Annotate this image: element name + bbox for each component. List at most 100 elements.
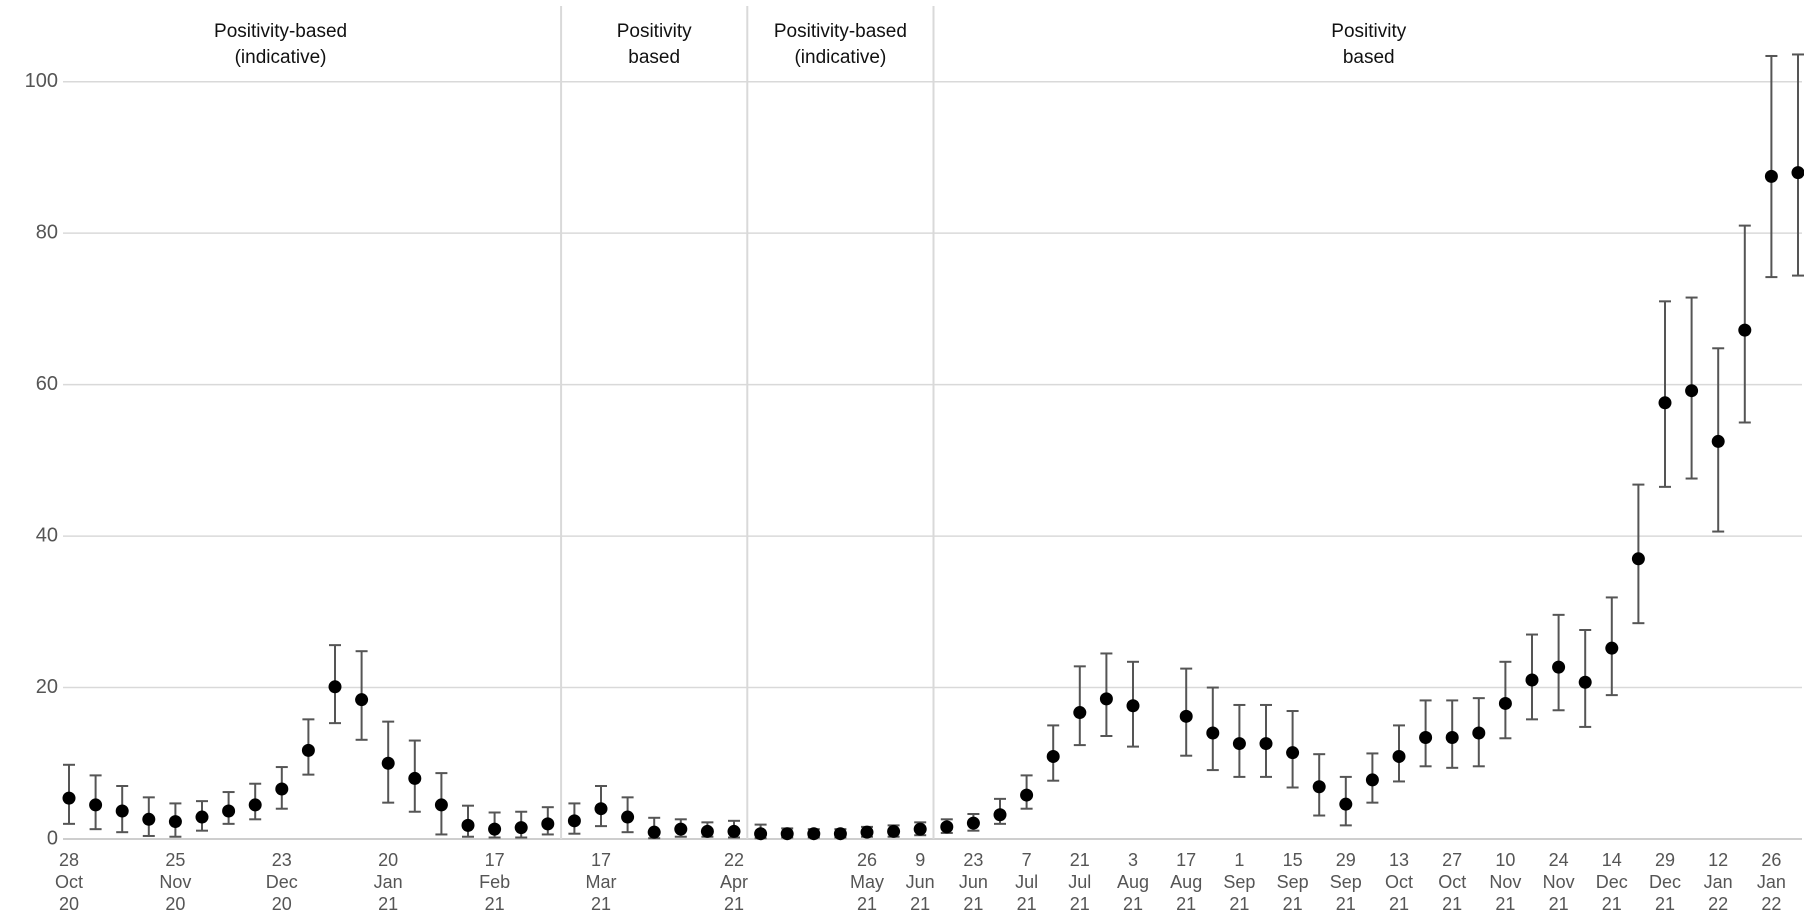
point: [301, 743, 315, 757]
x-tick-label: 14 Dec 21: [1596, 850, 1628, 914]
point: [142, 812, 156, 826]
region-label: Positivity based: [1331, 21, 1406, 68]
point: [1658, 396, 1672, 410]
x-tick-label: 7 Jul 21: [1015, 850, 1038, 914]
point: [1685, 384, 1699, 398]
point: [993, 808, 1007, 822]
point: [1711, 434, 1725, 448]
point: [1073, 706, 1087, 720]
point: [381, 756, 395, 770]
point: [860, 825, 874, 839]
point: [222, 804, 236, 818]
point: [434, 798, 448, 812]
point: [488, 822, 502, 836]
point: [1312, 780, 1326, 794]
x-tick-label: 28 Oct 20: [55, 850, 83, 914]
x-tick-label: 17 Feb 21: [479, 850, 510, 914]
point: [647, 825, 661, 839]
point: [1392, 749, 1406, 763]
point: [1046, 749, 1060, 763]
point: [275, 782, 289, 796]
point: [1286, 746, 1300, 760]
point: [1259, 737, 1273, 751]
point: [1179, 709, 1193, 723]
x-tick-label: 27 Oct 21: [1438, 850, 1466, 914]
point: [1605, 641, 1619, 655]
x-tick-label: 26 Jan 22: [1757, 850, 1786, 914]
x-tick-label: 21 Jul 21: [1068, 850, 1091, 914]
y-tick-label: 80: [36, 221, 58, 243]
point: [780, 827, 794, 841]
point: [594, 802, 608, 816]
point: [1419, 731, 1433, 745]
point: [514, 821, 528, 835]
point: [1764, 169, 1778, 183]
x-tick-label: 10 Nov 21: [1489, 850, 1521, 914]
point: [1738, 323, 1752, 337]
point: [355, 693, 369, 707]
point: [1552, 660, 1566, 674]
point: [115, 804, 129, 818]
point: [1631, 552, 1645, 566]
point: [1232, 737, 1246, 751]
point: [62, 791, 76, 805]
point: [541, 817, 555, 831]
point: [966, 816, 980, 830]
point: [807, 827, 821, 841]
point: [1578, 675, 1592, 689]
error-bar: [1792, 53, 1804, 277]
error-bar: [1073, 665, 1086, 747]
point: [89, 798, 103, 812]
point: [700, 824, 714, 838]
point: [1126, 699, 1140, 713]
region-label: Positivity-based (indicative): [774, 21, 907, 68]
x-tick-label: 23 Dec 20: [266, 850, 298, 914]
x-tick-label: 17 Aug 21: [1170, 850, 1202, 914]
point: [461, 818, 475, 832]
x-tick-label: 3 Aug 21: [1117, 850, 1149, 914]
x-tick-label: 22 Apr 21: [720, 850, 748, 914]
point: [1498, 696, 1512, 710]
point: [1339, 797, 1353, 811]
x-tick-label: 20 Jan 21: [374, 850, 403, 914]
x-tick-label: 15 Sep 21: [1277, 850, 1309, 914]
point: [567, 814, 581, 828]
point: [1099, 692, 1113, 706]
point: [621, 810, 635, 824]
point: [408, 771, 422, 785]
point: [1365, 773, 1379, 787]
point: [248, 798, 262, 812]
x-tick-label: 12 Jan 22: [1704, 850, 1733, 914]
x-tick-label: 29 Dec 21: [1649, 850, 1681, 914]
x-tick-label: 13 Oct 21: [1385, 850, 1413, 914]
x-tick-label: 23 Jun 21: [959, 850, 988, 914]
y-tick-label: 40: [36, 524, 58, 546]
x-tick-label: 25 Nov 20: [159, 850, 191, 914]
point: [168, 815, 182, 829]
y-tick-label: 60: [36, 373, 58, 395]
x-tick-label: 29 Sep 21: [1330, 850, 1362, 914]
x-tick-label: 17 Mar 21: [586, 850, 617, 914]
point: [1791, 166, 1804, 180]
point: [940, 820, 954, 834]
point: [754, 827, 768, 841]
point: [1525, 673, 1539, 687]
region-label: Positivity-based (indicative): [214, 21, 347, 68]
point: [833, 827, 847, 841]
x-tick-label: 26 May 21: [850, 850, 884, 914]
error-bar: [1765, 54, 1778, 279]
error-bar: [1659, 300, 1671, 488]
region-label: Positivity based: [617, 21, 692, 68]
point: [1206, 726, 1220, 740]
point: [1445, 731, 1459, 745]
point: [1472, 726, 1486, 740]
x-tick-label: 9 Jun 21: [906, 850, 935, 914]
point: [887, 824, 901, 838]
y-tick-label: 20: [36, 676, 58, 698]
point: [727, 824, 741, 838]
point: [328, 680, 342, 694]
point: [674, 822, 688, 836]
x-tick-label: 24 Nov 21: [1543, 850, 1575, 914]
y-tick-label: 100: [25, 70, 58, 92]
